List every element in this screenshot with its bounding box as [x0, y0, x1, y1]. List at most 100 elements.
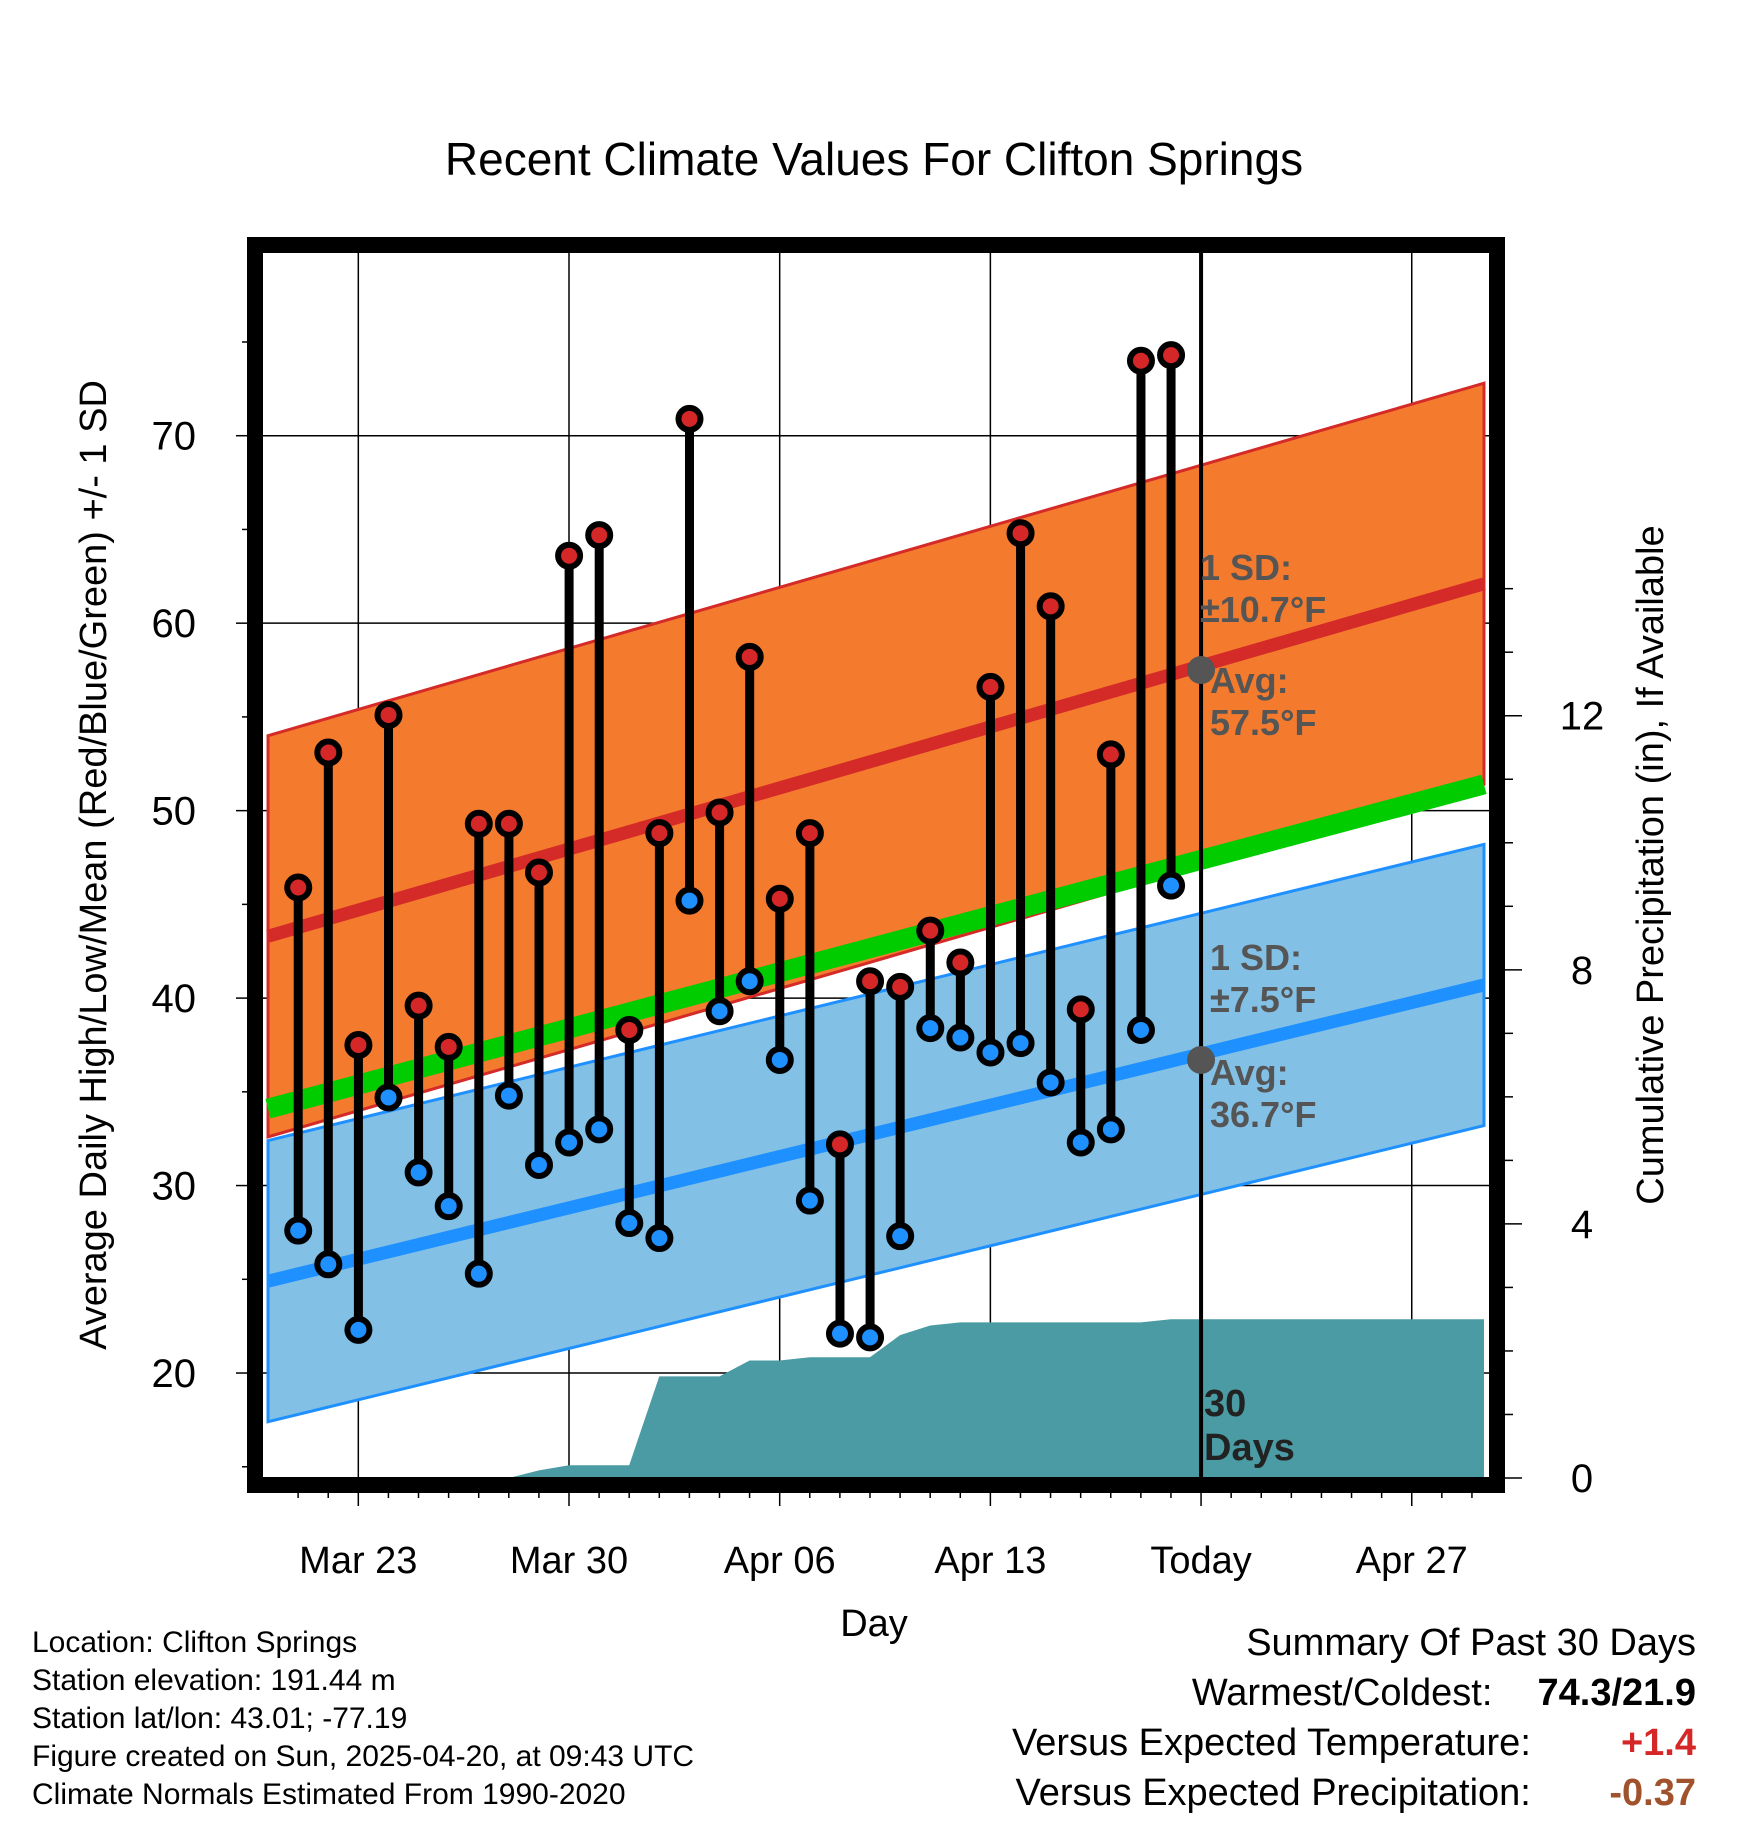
x-tick-label: Apr 27 [1356, 1540, 1468, 1582]
high-temp-point [1006, 519, 1035, 548]
high-sd-label: 1 SD: [1200, 547, 1292, 588]
low-temp-point [525, 1150, 553, 1179]
low-temp-point [555, 1128, 584, 1157]
high-temp-point [705, 798, 734, 827]
y-tick-label-right: 0 [1571, 1457, 1593, 1501]
temp-vs-expected-label: Versus Expected Temperature: [1011, 1722, 1531, 1764]
low-temp-point [434, 1192, 463, 1221]
y-tick-label-left: 40 [152, 977, 197, 1021]
high-temp-point [675, 404, 704, 433]
precip-area [268, 1319, 1484, 1478]
high-temp-point [494, 809, 523, 838]
high-sd-value: ±10.7°F [1200, 589, 1326, 630]
low-temp-point [1036, 1068, 1065, 1097]
low-temp-point [314, 1250, 343, 1279]
temp-vs-expected-value: +1.4 [1620, 1722, 1696, 1764]
precip-vs-expected-label: Versus Expected Precipitation: [1015, 1772, 1531, 1814]
created-line: Figure created on Sun, 2025-04-20, at 09… [32, 1740, 695, 1773]
normals-line: Climate Normals Estimated From 1990-2020 [32, 1778, 626, 1811]
warm-cold-label: Warmest/Coldest: [1191, 1672, 1493, 1714]
low-temp-point [735, 967, 764, 996]
high-temp-point [344, 1030, 373, 1059]
low-temp-point [886, 1222, 915, 1251]
y-tick-label-left: 30 [152, 1165, 197, 1209]
high-temp-point [314, 738, 343, 767]
high-temp-point [735, 642, 764, 671]
high-temp-point [856, 967, 885, 996]
high-temp-point [946, 948, 975, 977]
high-temp-point [1036, 592, 1065, 621]
low-temp-point [284, 1216, 313, 1245]
chart-title: Recent Climate Values For Clifton Spring… [445, 133, 1303, 185]
y-tick-label-left: 20 [152, 1352, 197, 1396]
high-temp-point [464, 809, 493, 838]
low-temp-point [856, 1323, 885, 1352]
low-temp-point [404, 1158, 433, 1187]
latlon-line: Station lat/lon: 43.01; -77.19 [32, 1702, 408, 1735]
low-temp-point [645, 1224, 674, 1253]
daily-bars [284, 341, 1186, 1352]
high-temp-point [916, 916, 945, 945]
low-temp-point [1126, 1015, 1155, 1044]
low-temp-point [585, 1115, 614, 1144]
high-temp-point [525, 858, 553, 887]
low-temp-point [464, 1259, 493, 1288]
high-avg-value: 57.5°F [1210, 702, 1316, 743]
high-normal-line [266, 577, 1486, 943]
axes: 20 30 40 50 60 70 0 4 8 12 Mar 23 Mar 30 Apr 06 Apr 1… [152, 341, 1605, 1582]
days-label-number: 30 [1204, 1383, 1246, 1425]
high-temp-point [284, 873, 313, 902]
high-temp-point [1066, 995, 1095, 1024]
high-temp-point [1096, 740, 1125, 769]
y-tick-label-left: 70 [152, 415, 197, 459]
low-temp-point [825, 1319, 854, 1348]
high-temp-point [434, 1032, 463, 1061]
high-avg-point [1187, 656, 1216, 685]
plot-area [265, 341, 1487, 1478]
high-temp-point [886, 972, 915, 1001]
low-normal-line [266, 978, 1486, 1288]
y-axis-label-right: Cumulative Precipitation (in), If Availa… [1630, 525, 1672, 1204]
elevation-line: Station elevation: 191.44 m [32, 1664, 396, 1697]
y-tick-label-left: 60 [152, 602, 197, 646]
low-temp-point [705, 997, 734, 1026]
low-temp-point [1096, 1115, 1125, 1144]
low-temp-point [374, 1083, 403, 1112]
high-temp-point [585, 521, 614, 550]
summary-heading: Summary Of Past 30 Days [1246, 1622, 1696, 1664]
warm-cold-value: 74.3/21.9 [1537, 1672, 1696, 1714]
low-temp-point [1066, 1128, 1095, 1157]
high-temp-point [555, 541, 584, 570]
high-temp-point [645, 819, 674, 848]
summary-warm-cold: Warmest/Coldest: 74.3/21.9 [1192, 1672, 1696, 1715]
days-label-word: Days [1204, 1427, 1295, 1469]
low-temp-point [916, 1014, 945, 1043]
low-temp-point [765, 1045, 794, 1074]
y-tick-label-right: 4 [1571, 1203, 1593, 1247]
x-tick-label: Mar 30 [510, 1540, 628, 1582]
low-temp-point [1157, 871, 1186, 900]
plot-frame-border [247, 237, 1505, 1493]
x-tick-label: Apr 06 [724, 1540, 836, 1582]
normal-bands [265, 381, 1487, 1424]
high-temp-point [825, 1130, 854, 1159]
today-marker [1187, 252, 1216, 1478]
high-avg-label: Avg: [1210, 660, 1289, 701]
low-sd-value: ±7.5°F [1210, 979, 1316, 1020]
x-axis-label: Day [840, 1603, 908, 1645]
location-line: Location: Clifton Springs [32, 1626, 358, 1659]
y-tick-label-right: 12 [1560, 695, 1605, 739]
high-temp-point [404, 991, 433, 1020]
low-temp-point [946, 1023, 975, 1052]
low-temp-point [675, 886, 704, 915]
summary-precipitation: Versus Expected Precipitation: -0.37 [1015, 1772, 1696, 1815]
low-temp-point [615, 1209, 644, 1238]
y-tick-label-left: 50 [152, 790, 197, 834]
high-temp-point [615, 1015, 644, 1044]
mean-normal-line [265, 774, 1487, 1119]
station-info: Location: Clifton Springs Station elevat… [32, 1624, 694, 1814]
y-tick-label-right: 8 [1571, 949, 1593, 993]
plot-frame [247, 237, 1505, 1493]
summary-temperature: Versus Expected Temperature: +1.4 [1012, 1722, 1696, 1765]
high-temp-point [1157, 341, 1186, 370]
